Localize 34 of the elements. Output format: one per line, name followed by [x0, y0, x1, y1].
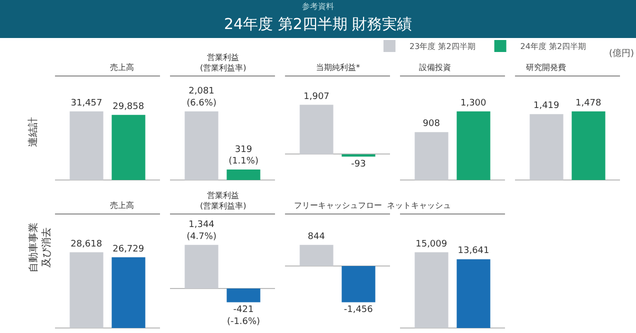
data-label: 28,618	[70, 239, 102, 250]
data-label: -1,456	[344, 305, 374, 316]
data-label: 844	[308, 232, 326, 242]
x-axis-title: 研究開発費	[526, 63, 566, 72]
text: 参考資料	[302, 2, 334, 11]
x-axis-title: 設備投資	[419, 63, 451, 72]
data-label: 1,344 (4.7%)	[186, 220, 216, 242]
data-label: 26,729	[112, 244, 144, 254]
x-axis-title: 営業利益 (営業利益率)	[200, 53, 246, 72]
text: 24年度 第2四半期 財務実績	[224, 15, 412, 33]
data-label: -421 (-1.6%)	[226, 305, 260, 327]
data-label: 13,641	[458, 246, 490, 256]
x-axis-title: 営業利益 (営業利益率)	[200, 191, 246, 210]
data-label: -93	[351, 160, 366, 170]
y-axis-title: 連結計	[27, 117, 39, 147]
data-label: 31,457	[70, 98, 102, 108]
legend-label: 24年度 第2四半期	[520, 42, 586, 52]
data-label: 1,907	[304, 92, 330, 102]
x-axis-title: フリーキャッシュフロー	[294, 201, 382, 210]
x-axis-title: ネットキャッシュ	[387, 201, 451, 210]
legend-label: 23年度 第2四半期	[409, 42, 476, 52]
data-label: 2,081 (6.6%)	[186, 86, 216, 108]
data-label: 319 (1.1%)	[228, 144, 258, 166]
data-label: 1,478	[575, 98, 602, 108]
data-label: 29,858	[112, 102, 144, 112]
data-label: 15,009	[416, 239, 448, 250]
data-label: 1,419	[533, 101, 560, 112]
data-label: 1,300	[460, 98, 487, 108]
y-axis-title: 自動車事業及び消去	[28, 222, 52, 272]
x-axis-title: 売上高	[110, 201, 134, 210]
data-label: 908	[422, 119, 440, 130]
text: (億円)	[609, 48, 634, 59]
x-axis-title: 売上高	[110, 63, 134, 72]
x-axis-title: 当期純利益*	[316, 63, 360, 72]
